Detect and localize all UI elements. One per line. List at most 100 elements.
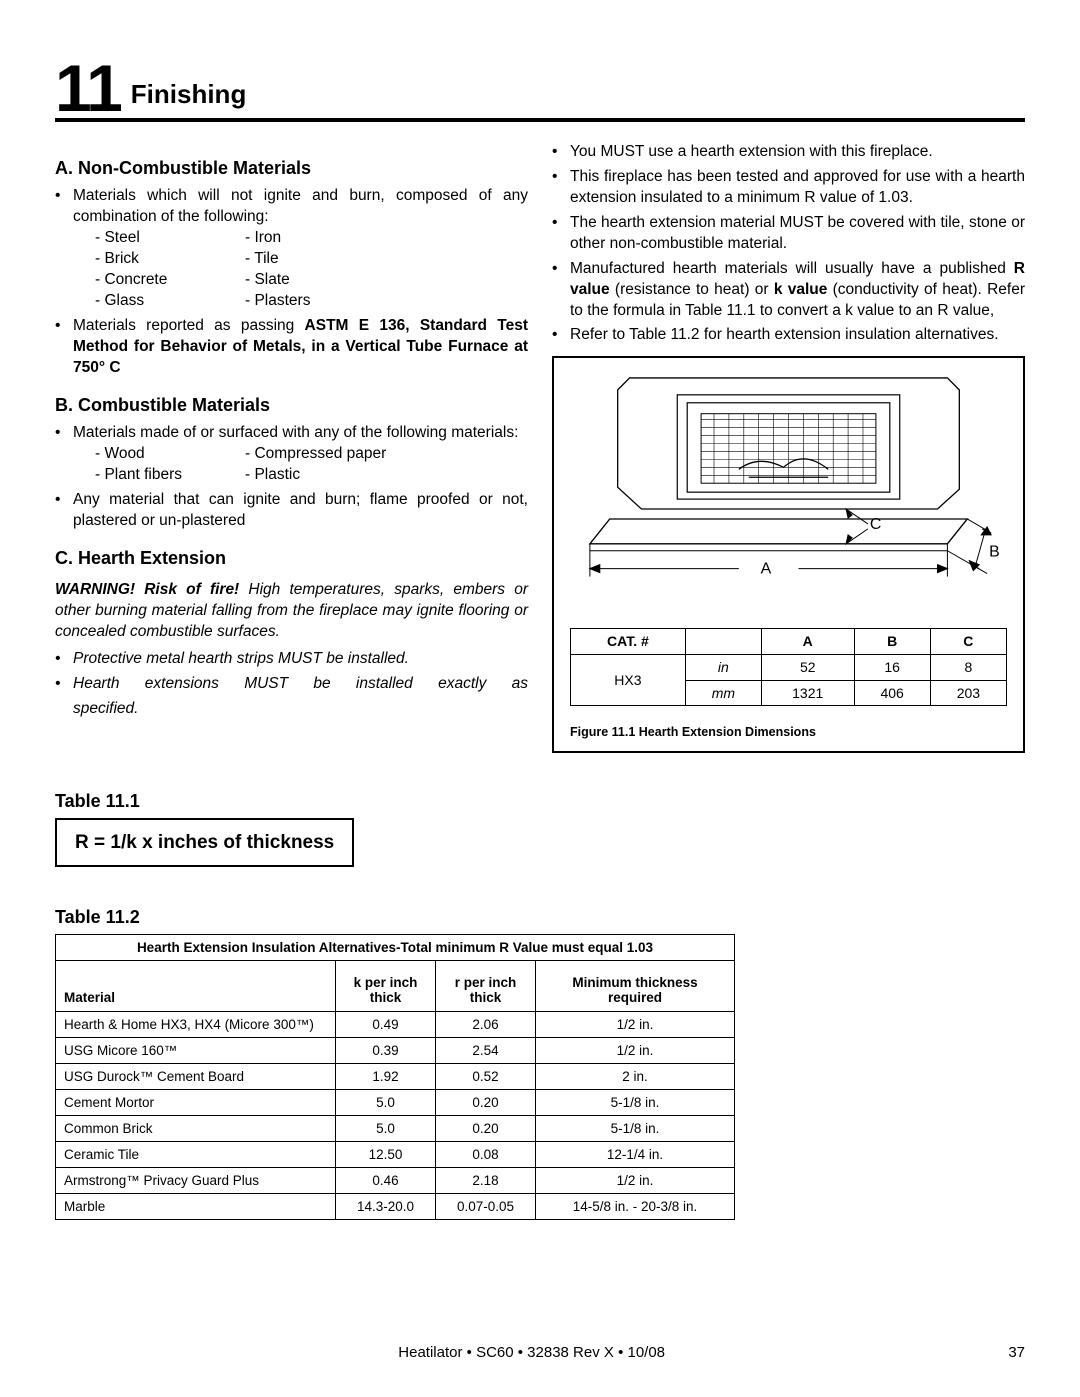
cell: 1/2 in. xyxy=(536,1168,735,1194)
figure-caption: Figure 11.1 Hearth Extension Dimensions xyxy=(570,724,1007,741)
list-item: Protective metal hearth strips MUST be i… xyxy=(73,649,528,670)
cell: 14-5/8 in. - 20-3/8 in. xyxy=(536,1194,735,1220)
right-column: You MUST use a hearth extension with thi… xyxy=(552,142,1025,867)
list-item: The hearth extension material MUST be co… xyxy=(570,213,1025,255)
section-b-heading: B. Combustible Materials xyxy=(55,393,528,417)
cell: 1/2 in. xyxy=(536,1012,735,1038)
chapter-title: Finishing xyxy=(131,79,247,116)
cell: 2.06 xyxy=(436,1012,536,1038)
dash-item: Wood xyxy=(95,444,245,465)
cat-value: HX3 xyxy=(571,654,686,706)
unit-mm: mm xyxy=(685,680,761,706)
unit-in: in xyxy=(685,654,761,680)
cell: 203 xyxy=(930,680,1006,706)
page-number: 37 xyxy=(1008,1344,1025,1361)
text: (resistance to heat) or xyxy=(610,281,774,298)
list-item: Any material that can ignite and burn; f… xyxy=(73,490,528,532)
dash-item: Tile xyxy=(245,249,395,270)
dash-item: Brick xyxy=(95,249,245,270)
chapter-header: 11 Finishing xyxy=(55,60,1025,122)
table-row: Ceramic Tile 12.50 0.08 12-1/4 in. xyxy=(56,1142,735,1168)
list-item: Refer to Table 11.2 for hearth extension… xyxy=(570,325,1025,346)
dash-item: Iron xyxy=(245,228,395,249)
chapter-number: 11 xyxy=(55,60,121,116)
list-item: This fireplace has been tested and appro… xyxy=(570,167,1025,209)
footer-center: Heatilator • SC60 • 32838 Rev X • 10/08 xyxy=(55,1344,1008,1361)
dash-item: Slate xyxy=(245,270,395,291)
cell: 12.50 xyxy=(336,1142,436,1168)
cell: 406 xyxy=(854,680,930,706)
col-b-header: B xyxy=(854,628,930,654)
cell: 0.07-0.05 xyxy=(436,1194,536,1220)
cell: 16 xyxy=(854,654,930,680)
material-columns: Wood Plant fibers Compressed paper Plast… xyxy=(73,444,528,486)
material-columns: Steel Brick Concrete Glass Iron Tile Sla… xyxy=(73,228,528,312)
text: Materials which will not ignite and burn… xyxy=(73,187,528,225)
cell: 0.08 xyxy=(436,1142,536,1168)
list-item: Materials which will not ignite and burn… xyxy=(73,186,528,312)
col-a-header: A xyxy=(761,628,854,654)
section-c-list: Protective metal hearth strips MUST be i… xyxy=(55,649,528,695)
cell: 0.49 xyxy=(336,1012,436,1038)
cell: Marble xyxy=(56,1194,336,1220)
list-item: Hearth extensions MUST be installed exac… xyxy=(73,674,528,695)
section-a-heading: A. Non-Combustible Materials xyxy=(55,156,528,180)
cell: 5-1/8 in. xyxy=(536,1116,735,1142)
section-a-list: Materials which will not ignite and burn… xyxy=(55,186,528,378)
col-material: Material xyxy=(56,961,336,1012)
dash-item: Plant fibers xyxy=(95,465,245,486)
formula-box: R = 1/k x inches of thickness xyxy=(55,818,354,868)
cell: USG Durock™ Cement Board xyxy=(56,1064,336,1090)
list-item: Materials reported as passing ASTM E 136… xyxy=(73,316,528,379)
table-row: Material k per inch thick r per inch thi… xyxy=(56,961,735,1012)
page-footer: Heatilator • SC60 • 32838 Rev X • 10/08 … xyxy=(0,1344,1080,1361)
text: Materials reported as passing xyxy=(73,317,305,334)
text: Manufactured hearth materials will usual… xyxy=(570,260,1014,277)
cell: 1321 xyxy=(761,680,854,706)
cell: 12-1/4 in. xyxy=(536,1142,735,1168)
cell: 14.3-20.0 xyxy=(336,1194,436,1220)
cell: 1/2 in. xyxy=(536,1038,735,1064)
dash-item: Plastic xyxy=(245,465,445,486)
dash-item: Plasters xyxy=(245,291,395,312)
dimension-table: CAT. # A B C HX3 in 52 16 8 mm 1321 406 xyxy=(570,628,1007,707)
col-r: r per inch thick xyxy=(436,961,536,1012)
specified-tail: specified. xyxy=(55,699,528,720)
hearth-extension-diagram: C A xyxy=(570,370,1007,598)
list-item: Materials made of or surfaced with any o… xyxy=(73,423,528,486)
dim-c-label: C xyxy=(870,516,881,533)
table-11-2: Hearth Extension Insulation Alternatives… xyxy=(55,934,735,1220)
dim-a-label: A xyxy=(761,561,772,578)
dash-item: Steel xyxy=(95,228,245,249)
cell: Hearth & Home HX3, HX4 (Micore 300™) xyxy=(56,1012,336,1038)
col-c-header: C xyxy=(930,628,1006,654)
table-row: Marble 14.3-20.0 0.07-0.05 14-5/8 in. - … xyxy=(56,1194,735,1220)
unit-header xyxy=(685,628,761,654)
section-c-heading: C. Hearth Extension xyxy=(55,546,528,570)
cell: 1.92 xyxy=(336,1064,436,1090)
cell: USG Micore 160™ xyxy=(56,1038,336,1064)
cell: 0.46 xyxy=(336,1168,436,1194)
table-row: USG Micore 160™ 0.39 2.54 1/2 in. xyxy=(56,1038,735,1064)
cell: 0.52 xyxy=(436,1064,536,1090)
list-item: You MUST use a hearth extension with thi… xyxy=(570,142,1025,163)
figure-11-1-box: C A xyxy=(552,356,1025,753)
cell: 0.39 xyxy=(336,1038,436,1064)
cell: 2 in. xyxy=(536,1064,735,1090)
dash-col-left: Steel Brick Concrete Glass xyxy=(95,228,245,312)
list-item: Manufactured hearth materials will usual… xyxy=(570,259,1025,322)
table-row: HX3 in 52 16 8 xyxy=(571,654,1007,680)
cell: Armstrong™ Privacy Guard Plus xyxy=(56,1168,336,1194)
two-column-layout: A. Non-Combustible Materials Materials w… xyxy=(55,142,1025,867)
table-row: Cement Mortor 5.0 0.20 5-1/8 in. xyxy=(56,1090,735,1116)
cell: 52 xyxy=(761,654,854,680)
dim-b-label: B xyxy=(989,544,1000,561)
dash-item: Compressed paper xyxy=(245,444,445,465)
left-column: A. Non-Combustible Materials Materials w… xyxy=(55,142,528,867)
dash-col-left: Wood Plant fibers xyxy=(95,444,245,486)
dash-item: Glass xyxy=(95,291,245,312)
table-row: Armstrong™ Privacy Guard Plus 0.46 2.18 … xyxy=(56,1168,735,1194)
text: Materials made of or surfaced with any o… xyxy=(73,424,518,441)
table-11-1-label: Table 11.1 xyxy=(55,789,528,813)
table-row: CAT. # A B C xyxy=(571,628,1007,654)
